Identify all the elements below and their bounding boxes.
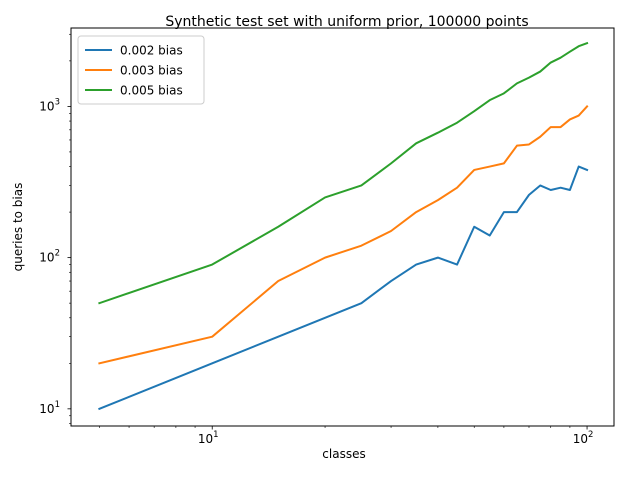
series-line-2 — [98, 104, 589, 365]
legend-label: 0.005 bias — [120, 84, 183, 98]
chart-title: Synthetic test set with uniform prior, 1… — [165, 14, 528, 30]
plot-area — [98, 41, 589, 411]
legend-label: 0.002 bias — [120, 44, 183, 58]
series-line-3 — [98, 41, 589, 305]
legend: 0.002 bias 0.003 bias 0.005 bias — [77, 35, 205, 105]
x-axis-label: classes — [322, 447, 365, 461]
legend-label: 0.003 bias — [120, 64, 183, 78]
legend-box — [77, 35, 205, 105]
axes-frame — [70, 27, 615, 427]
series-line-1 — [98, 165, 589, 411]
y-axis-label: queries to bias — [11, 183, 25, 272]
